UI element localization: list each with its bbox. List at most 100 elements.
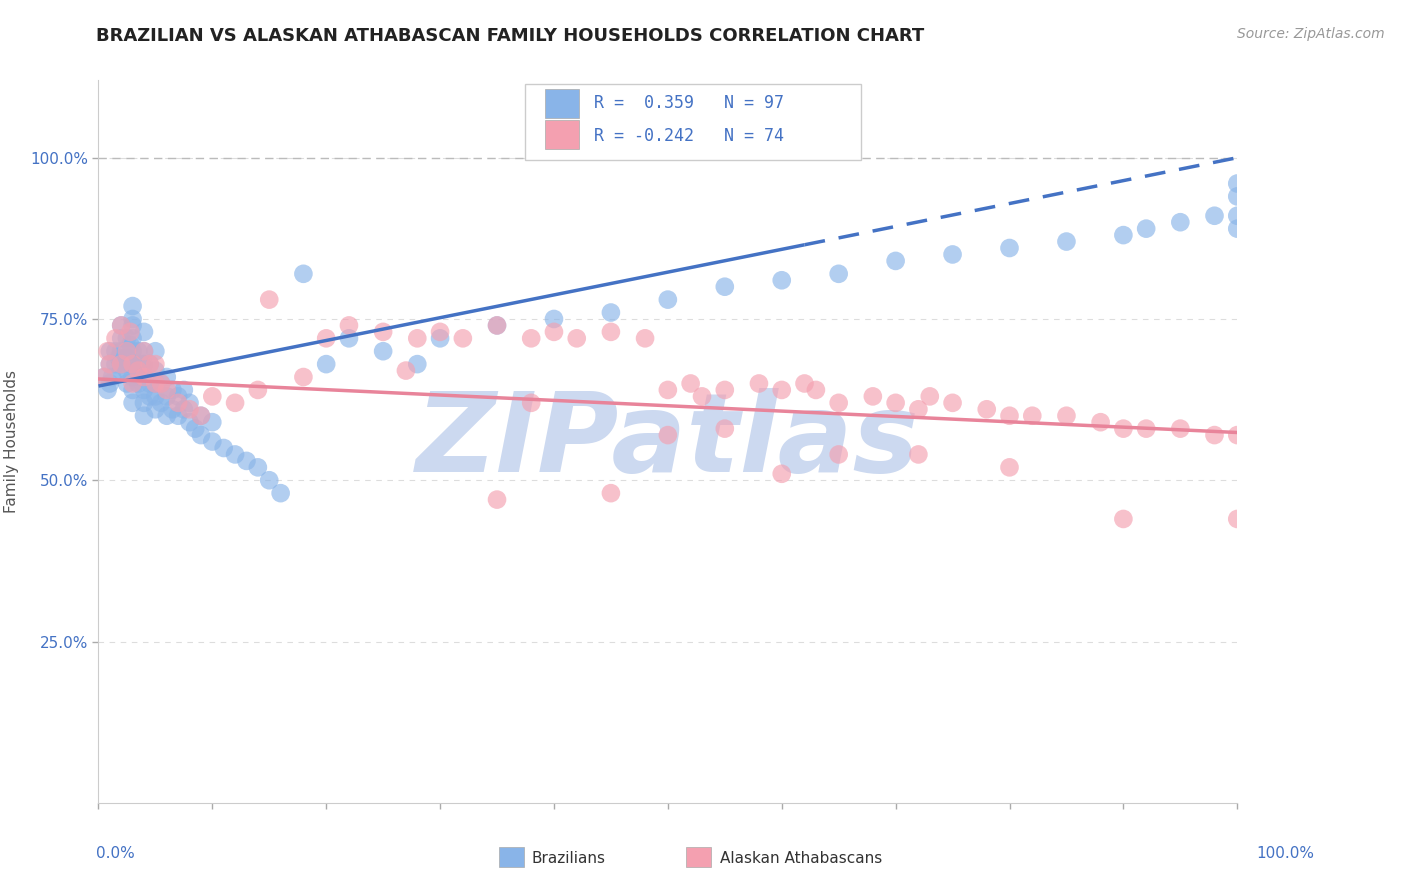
Point <box>190 409 212 423</box>
Point <box>145 389 167 403</box>
Point <box>657 428 679 442</box>
Point <box>907 447 929 461</box>
Point <box>1226 221 1249 235</box>
Point <box>132 344 155 359</box>
Text: R = -0.242   N = 74: R = -0.242 N = 74 <box>593 127 783 145</box>
Point <box>156 383 179 397</box>
Point <box>121 357 143 371</box>
Point <box>371 325 394 339</box>
Point <box>1204 428 1226 442</box>
Y-axis label: Family Households: Family Households <box>4 370 18 513</box>
Point <box>998 241 1021 255</box>
Point <box>162 383 184 397</box>
Point <box>101 370 124 384</box>
Point <box>884 396 907 410</box>
Point <box>1054 235 1078 249</box>
Point <box>1135 422 1157 436</box>
Point <box>770 273 793 287</box>
Point <box>1170 215 1192 229</box>
Point <box>1054 409 1078 423</box>
Text: Source: ZipAtlas.com: Source: ZipAtlas.com <box>1237 27 1385 41</box>
Point <box>1170 422 1192 436</box>
Point <box>486 318 509 333</box>
Point <box>121 331 143 345</box>
Point <box>793 376 815 391</box>
Point <box>156 370 179 384</box>
Point <box>115 331 138 345</box>
Point <box>942 247 965 261</box>
Point <box>1021 409 1043 423</box>
Point <box>132 383 155 397</box>
Point <box>138 357 160 371</box>
Point <box>120 325 142 339</box>
Point <box>259 473 281 487</box>
Point <box>145 357 167 371</box>
Point <box>98 376 121 391</box>
Point <box>132 344 155 359</box>
Point <box>190 428 212 442</box>
Point <box>104 344 127 359</box>
Point <box>486 318 509 333</box>
Point <box>565 331 588 345</box>
Point <box>150 376 173 391</box>
Point <box>132 370 155 384</box>
Point <box>804 383 827 397</box>
Point <box>120 357 142 371</box>
Point <box>486 492 509 507</box>
Point <box>104 357 127 371</box>
Text: R =  0.359   N = 97: R = 0.359 N = 97 <box>593 95 783 112</box>
Point <box>145 402 167 417</box>
Point <box>690 389 713 403</box>
Point <box>138 357 160 371</box>
Point <box>98 357 121 371</box>
Point <box>132 370 155 384</box>
Point <box>520 331 543 345</box>
Point <box>1204 209 1226 223</box>
Point <box>150 396 173 410</box>
Text: Alaskan Athabascans: Alaskan Athabascans <box>720 851 882 865</box>
Point <box>406 357 429 371</box>
Point <box>212 441 235 455</box>
Point <box>337 318 360 333</box>
Point <box>998 409 1021 423</box>
Point <box>127 344 149 359</box>
Point <box>201 389 224 403</box>
Point <box>1226 189 1249 203</box>
Point <box>104 331 127 345</box>
Point <box>1112 512 1135 526</box>
Point <box>259 293 281 307</box>
Point <box>121 312 143 326</box>
Point <box>1226 512 1249 526</box>
Point <box>406 331 429 345</box>
Point <box>121 376 143 391</box>
Point <box>1226 209 1249 223</box>
Point <box>657 383 679 397</box>
Point <box>543 312 565 326</box>
Point <box>115 363 138 377</box>
FancyBboxPatch shape <box>546 89 579 118</box>
Point <box>292 370 315 384</box>
Point <box>828 267 851 281</box>
Point <box>451 331 474 345</box>
Point <box>190 409 212 423</box>
Point <box>657 293 679 307</box>
Point <box>371 344 394 359</box>
Point <box>145 363 167 377</box>
Point <box>748 376 770 391</box>
Point <box>110 357 132 371</box>
Point <box>173 383 195 397</box>
Text: BRAZILIAN VS ALASKAN ATHABASCAN FAMILY HOUSEHOLDS CORRELATION CHART: BRAZILIAN VS ALASKAN ATHABASCAN FAMILY H… <box>96 27 924 45</box>
Point <box>315 331 337 345</box>
Point <box>429 331 451 345</box>
Point <box>132 396 155 410</box>
Point <box>110 363 132 377</box>
Point <box>145 376 167 391</box>
Point <box>884 254 907 268</box>
Point <box>132 325 155 339</box>
Point <box>110 331 132 345</box>
Point <box>1090 415 1112 429</box>
Point <box>98 344 121 359</box>
Point <box>600 305 623 319</box>
Point <box>292 267 315 281</box>
Point <box>543 325 565 339</box>
